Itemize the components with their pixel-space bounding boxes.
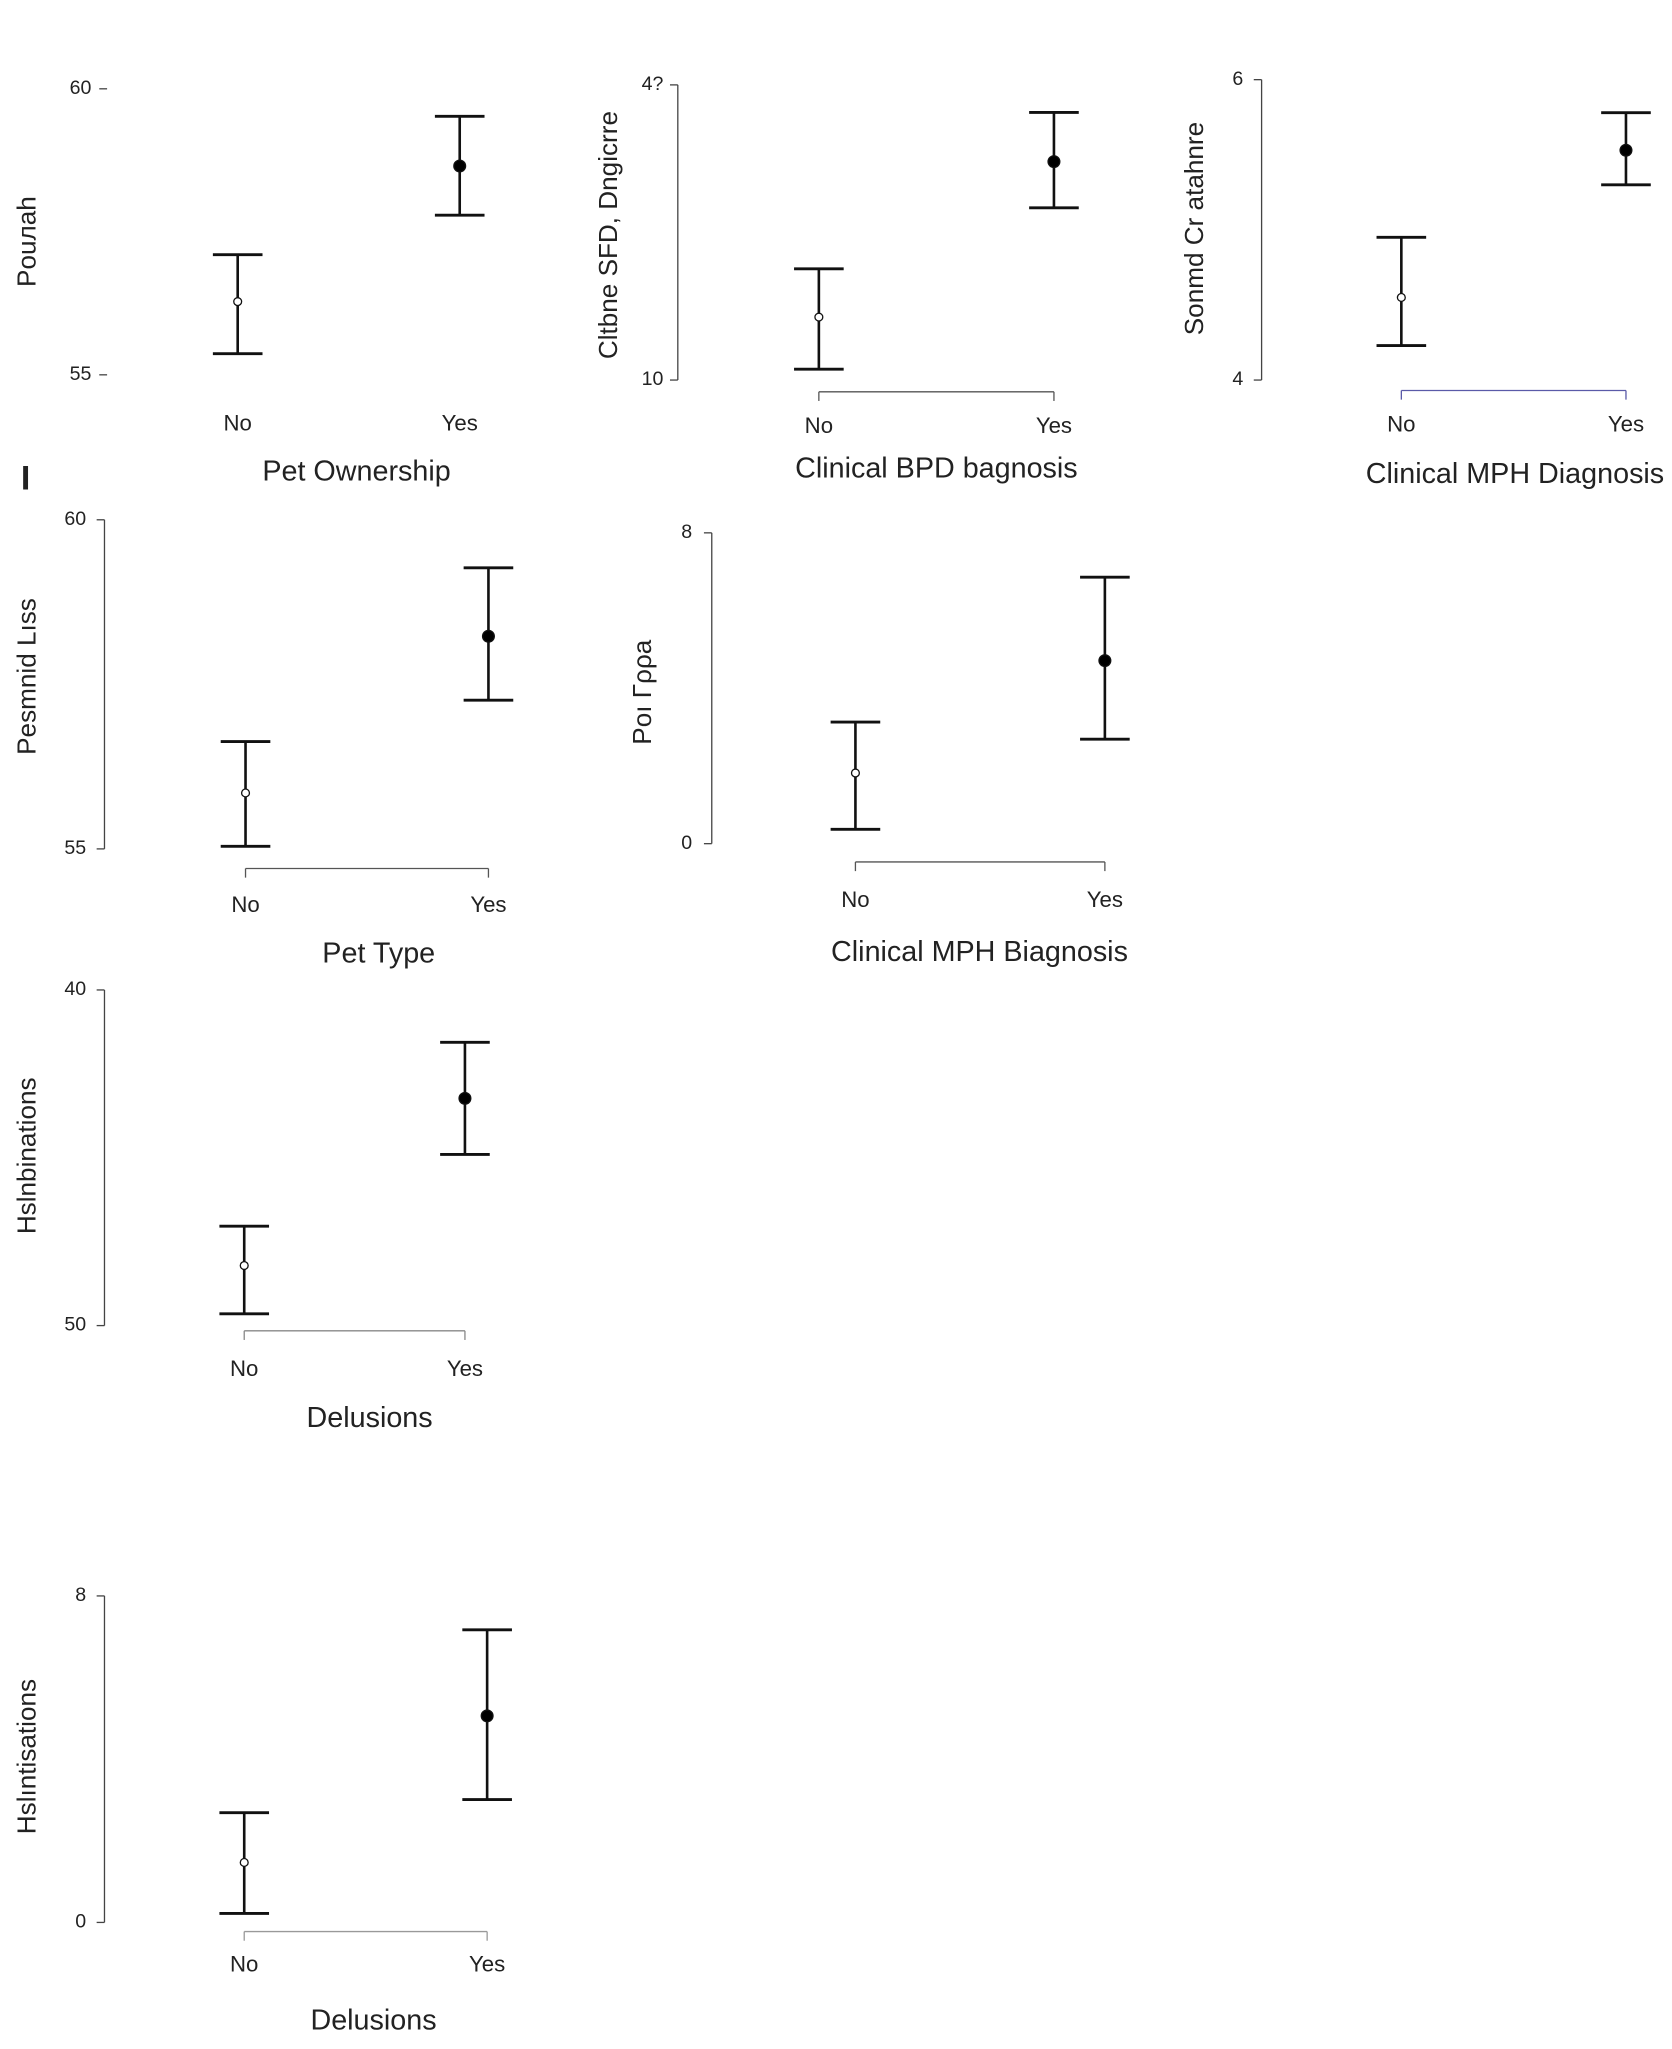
y-tick-label: 40 xyxy=(64,978,86,1000)
x-axis-label: Pet Ownership xyxy=(262,455,450,487)
mean-point xyxy=(814,312,824,322)
x-tick-label: No xyxy=(1387,412,1415,437)
x-axis-label: Clinical BPD bagnosis xyxy=(795,453,1078,485)
x-tick-label: Yes xyxy=(1087,887,1123,912)
mean-point xyxy=(240,788,251,798)
y-axis-label: Hslıntisations xyxy=(12,1679,42,1834)
mean-point xyxy=(453,159,467,173)
y-tick-label: 0 xyxy=(681,832,692,854)
y-tick-label: 8 xyxy=(75,1584,86,1606)
y-tick-label: 6 xyxy=(1232,68,1243,90)
x-axis-label: Clinical MPH Diagnosis xyxy=(1366,458,1664,490)
x-tick-label: Yes xyxy=(1036,413,1072,438)
mean-point xyxy=(239,1260,249,1271)
x-tick-label: Yes xyxy=(442,410,478,435)
mean-point xyxy=(233,297,243,307)
x-axis-label: Delusions xyxy=(307,1402,433,1434)
x-tick-label: No xyxy=(224,410,252,435)
mean-point xyxy=(850,768,861,778)
mean-point xyxy=(1396,292,1406,303)
x-tick-label: Yes xyxy=(1608,412,1644,437)
y-tick-label: 4? xyxy=(642,73,664,95)
x-tick-label: Yes xyxy=(447,1356,483,1381)
x-tick-label: Yes xyxy=(469,1951,505,1976)
mean-point xyxy=(480,1709,494,1723)
y-tick-label: 55 xyxy=(70,363,92,385)
y-axis-label: Pesmnid Lıss xyxy=(12,598,42,755)
mean-point xyxy=(1047,155,1061,169)
y-tick-label: 60 xyxy=(70,77,92,99)
y-tick-label: 50 xyxy=(64,1314,86,1336)
y-axis-label: Hslnbinations xyxy=(12,1077,42,1234)
x-tick-label: No xyxy=(805,413,833,438)
y-tick-label: 10 xyxy=(642,368,664,390)
mean-point xyxy=(239,1857,249,1868)
mean-point xyxy=(458,1091,472,1105)
y-tick-label: 0 xyxy=(75,1911,86,1933)
y-axis-label: Pouлah xyxy=(12,196,42,287)
mean-point xyxy=(1619,143,1633,157)
x-tick-label: No xyxy=(841,887,869,912)
panel-label: I xyxy=(21,460,30,498)
x-axis-label: Delusions xyxy=(310,2004,436,2036)
y-tick-label: 60 xyxy=(64,508,86,530)
x-axis-label: Pet Type xyxy=(322,937,435,969)
x-tick-label: No xyxy=(230,1951,258,1976)
y-axis-label: Poı Γρρa xyxy=(627,639,657,745)
x-tick-label: No xyxy=(230,1356,258,1381)
mean-point xyxy=(1098,654,1112,668)
x-axis-label: Clinical MPH Biagnosis xyxy=(831,936,1128,968)
y-tick-label: 55 xyxy=(64,837,86,859)
y-tick-label: 8 xyxy=(681,521,692,543)
y-tick-label: 4 xyxy=(1232,368,1243,390)
mean-point xyxy=(481,629,495,643)
x-tick-label: No xyxy=(231,892,259,917)
x-tick-label: Yes xyxy=(470,892,506,917)
y-axis-label: Cltbne SFD, Dngicrre xyxy=(593,111,623,359)
y-axis-label: Sonmd Cr atahnre xyxy=(1179,122,1209,335)
